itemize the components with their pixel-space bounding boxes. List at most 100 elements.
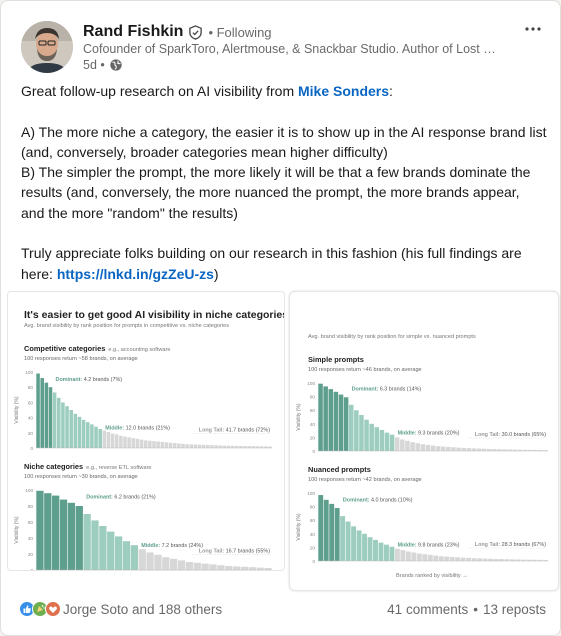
bar-long-tail <box>185 562 194 570</box>
comments-count[interactable]: 41 comments <box>387 601 469 617</box>
bar-long-tail <box>517 449 523 451</box>
annotation-dominant: Dominant: 6.2 brands (21%) <box>86 495 156 501</box>
y-tick-label: 0 <box>30 568 33 571</box>
author-name[interactable]: Rand Fishkin <box>83 23 184 40</box>
bar-long-tail <box>526 559 532 561</box>
bar-middle <box>351 526 357 561</box>
bar-long-tail <box>110 433 115 448</box>
bar-middle <box>340 516 346 561</box>
bar-long-tail <box>425 444 431 451</box>
bar-long-tail <box>197 444 202 448</box>
bar-middle <box>354 410 359 451</box>
carousel-slide-1[interactable]: It's easier to get good AI visibility in… <box>7 291 285 571</box>
y-axis-label: Visibility (%) <box>296 403 302 430</box>
reaction-icons <box>19 601 61 617</box>
bar-long-tail <box>502 449 507 451</box>
post-timestamp: 5d • <box>83 58 105 72</box>
bar-long-tail <box>493 558 499 561</box>
y-axis-label: Visibility (%) <box>296 513 302 540</box>
bar-long-tail <box>168 442 173 448</box>
bar-long-tail <box>131 438 136 448</box>
bar-long-tail <box>239 445 243 448</box>
bar-middle <box>85 422 90 448</box>
love-reaction-icon <box>45 601 61 617</box>
reposts-count[interactable]: 13 reposts <box>482 601 546 617</box>
annotation-dominant: Dominant: 6.3 brands (14%) <box>352 386 422 392</box>
bar-long-tail <box>143 440 148 448</box>
y-tick-label: 80 <box>310 395 316 400</box>
bar-long-tail <box>170 558 178 570</box>
bar-middle <box>107 531 115 570</box>
reactors-text[interactable]: Jorge Soto and 188 others <box>63 601 223 617</box>
section-title-niche: Niche categories e.g., reverse ETL softwa… <box>24 462 152 471</box>
bar-middle <box>69 410 73 448</box>
author-avatar[interactable] <box>21 21 73 73</box>
mention-link[interactable]: Mike Sonders <box>298 83 390 99</box>
carousel-slide-2[interactable]: Avg. brand visibility by rank position f… <box>289 291 559 591</box>
bar-long-tail <box>264 446 268 448</box>
bar-long-tail <box>405 551 411 561</box>
bar-middle <box>99 526 107 570</box>
bar-long-tail <box>148 440 152 448</box>
bar-dominant <box>36 490 44 570</box>
bar-long-tail <box>247 446 251 448</box>
bar-middle <box>83 514 91 570</box>
bar-long-tail <box>225 566 233 570</box>
bar-long-tail <box>235 445 239 448</box>
bar-long-tail <box>152 441 156 448</box>
bar-middle <box>389 434 395 451</box>
bar-long-tail <box>201 563 209 570</box>
bar-long-tail <box>416 553 422 561</box>
y-tick-label: 100 <box>307 491 315 496</box>
bar-long-tail <box>531 559 537 561</box>
reactions-summary[interactable]: Jorge Soto and 188 others <box>19 601 222 617</box>
post-line: Great follow-up research on AI visibilit… <box>21 83 393 99</box>
bar-middle <box>61 402 65 448</box>
y-axis-label: Visibility (%) <box>14 396 20 423</box>
bar-middle <box>73 413 78 448</box>
competitive-category-chart: Visibility (%) 100 80 60 40 20 0 Dominant: 4.2 … <box>14 370 272 451</box>
bar-long-tail <box>482 558 488 561</box>
bar-long-tail <box>114 434 119 448</box>
author-name-row: Rand Fishkin • Following <box>83 23 272 41</box>
bar-dominant <box>318 383 323 451</box>
bar-dominant <box>75 506 83 570</box>
document-carousel[interactable]: It's easier to get good AI visibility in… <box>7 291 559 591</box>
bar-long-tail <box>259 446 264 448</box>
bar-middle <box>91 520 99 570</box>
bar-long-tail <box>456 447 461 451</box>
bar-long-tail <box>181 443 185 448</box>
bar-long-tail <box>422 554 428 561</box>
bar-long-tail <box>504 559 510 561</box>
bar-long-tail <box>201 444 206 448</box>
bar-long-tail <box>123 436 127 448</box>
bar-long-tail <box>435 446 441 451</box>
bar-long-tail <box>230 445 235 448</box>
bar-long-tail <box>102 430 107 448</box>
bar-middle <box>384 432 390 451</box>
section-subtitle: 100 responses return ~30 brands, on aver… <box>24 474 138 480</box>
bar-middle <box>98 429 102 448</box>
y-tick-label: 40 <box>28 536 34 541</box>
bar-long-tail <box>106 432 111 448</box>
bar-long-tail <box>154 554 162 570</box>
y-tick-label: 20 <box>310 545 316 550</box>
more-options-icon[interactable] <box>523 23 543 35</box>
annotation-dominant: Dominant: 4.0 brands (10%) <box>343 498 413 504</box>
bar-long-tail <box>400 439 405 451</box>
bar-long-tail <box>477 558 482 561</box>
findings-link[interactable]: https://lnkd.in/gzZeU-zs <box>56 265 214 282</box>
bar-long-tail <box>400 550 406 561</box>
y-tick-label: 100 <box>25 370 33 375</box>
bar-long-tail <box>177 560 186 570</box>
post-line: results (and, conversely, the more nuanc… <box>21 184 520 201</box>
bar-long-tail <box>251 446 256 448</box>
bar-middle <box>65 406 69 448</box>
bar-long-tail <box>268 446 272 448</box>
bar-long-tail <box>515 559 521 561</box>
section-title-nuanced: Nuanced prompts <box>308 465 371 474</box>
bar-long-tail <box>160 441 165 448</box>
section-subtitle: 100 responses return ~58 brands, on aver… <box>24 356 138 362</box>
bar-middle <box>359 414 364 451</box>
bar-long-tail <box>209 564 217 570</box>
